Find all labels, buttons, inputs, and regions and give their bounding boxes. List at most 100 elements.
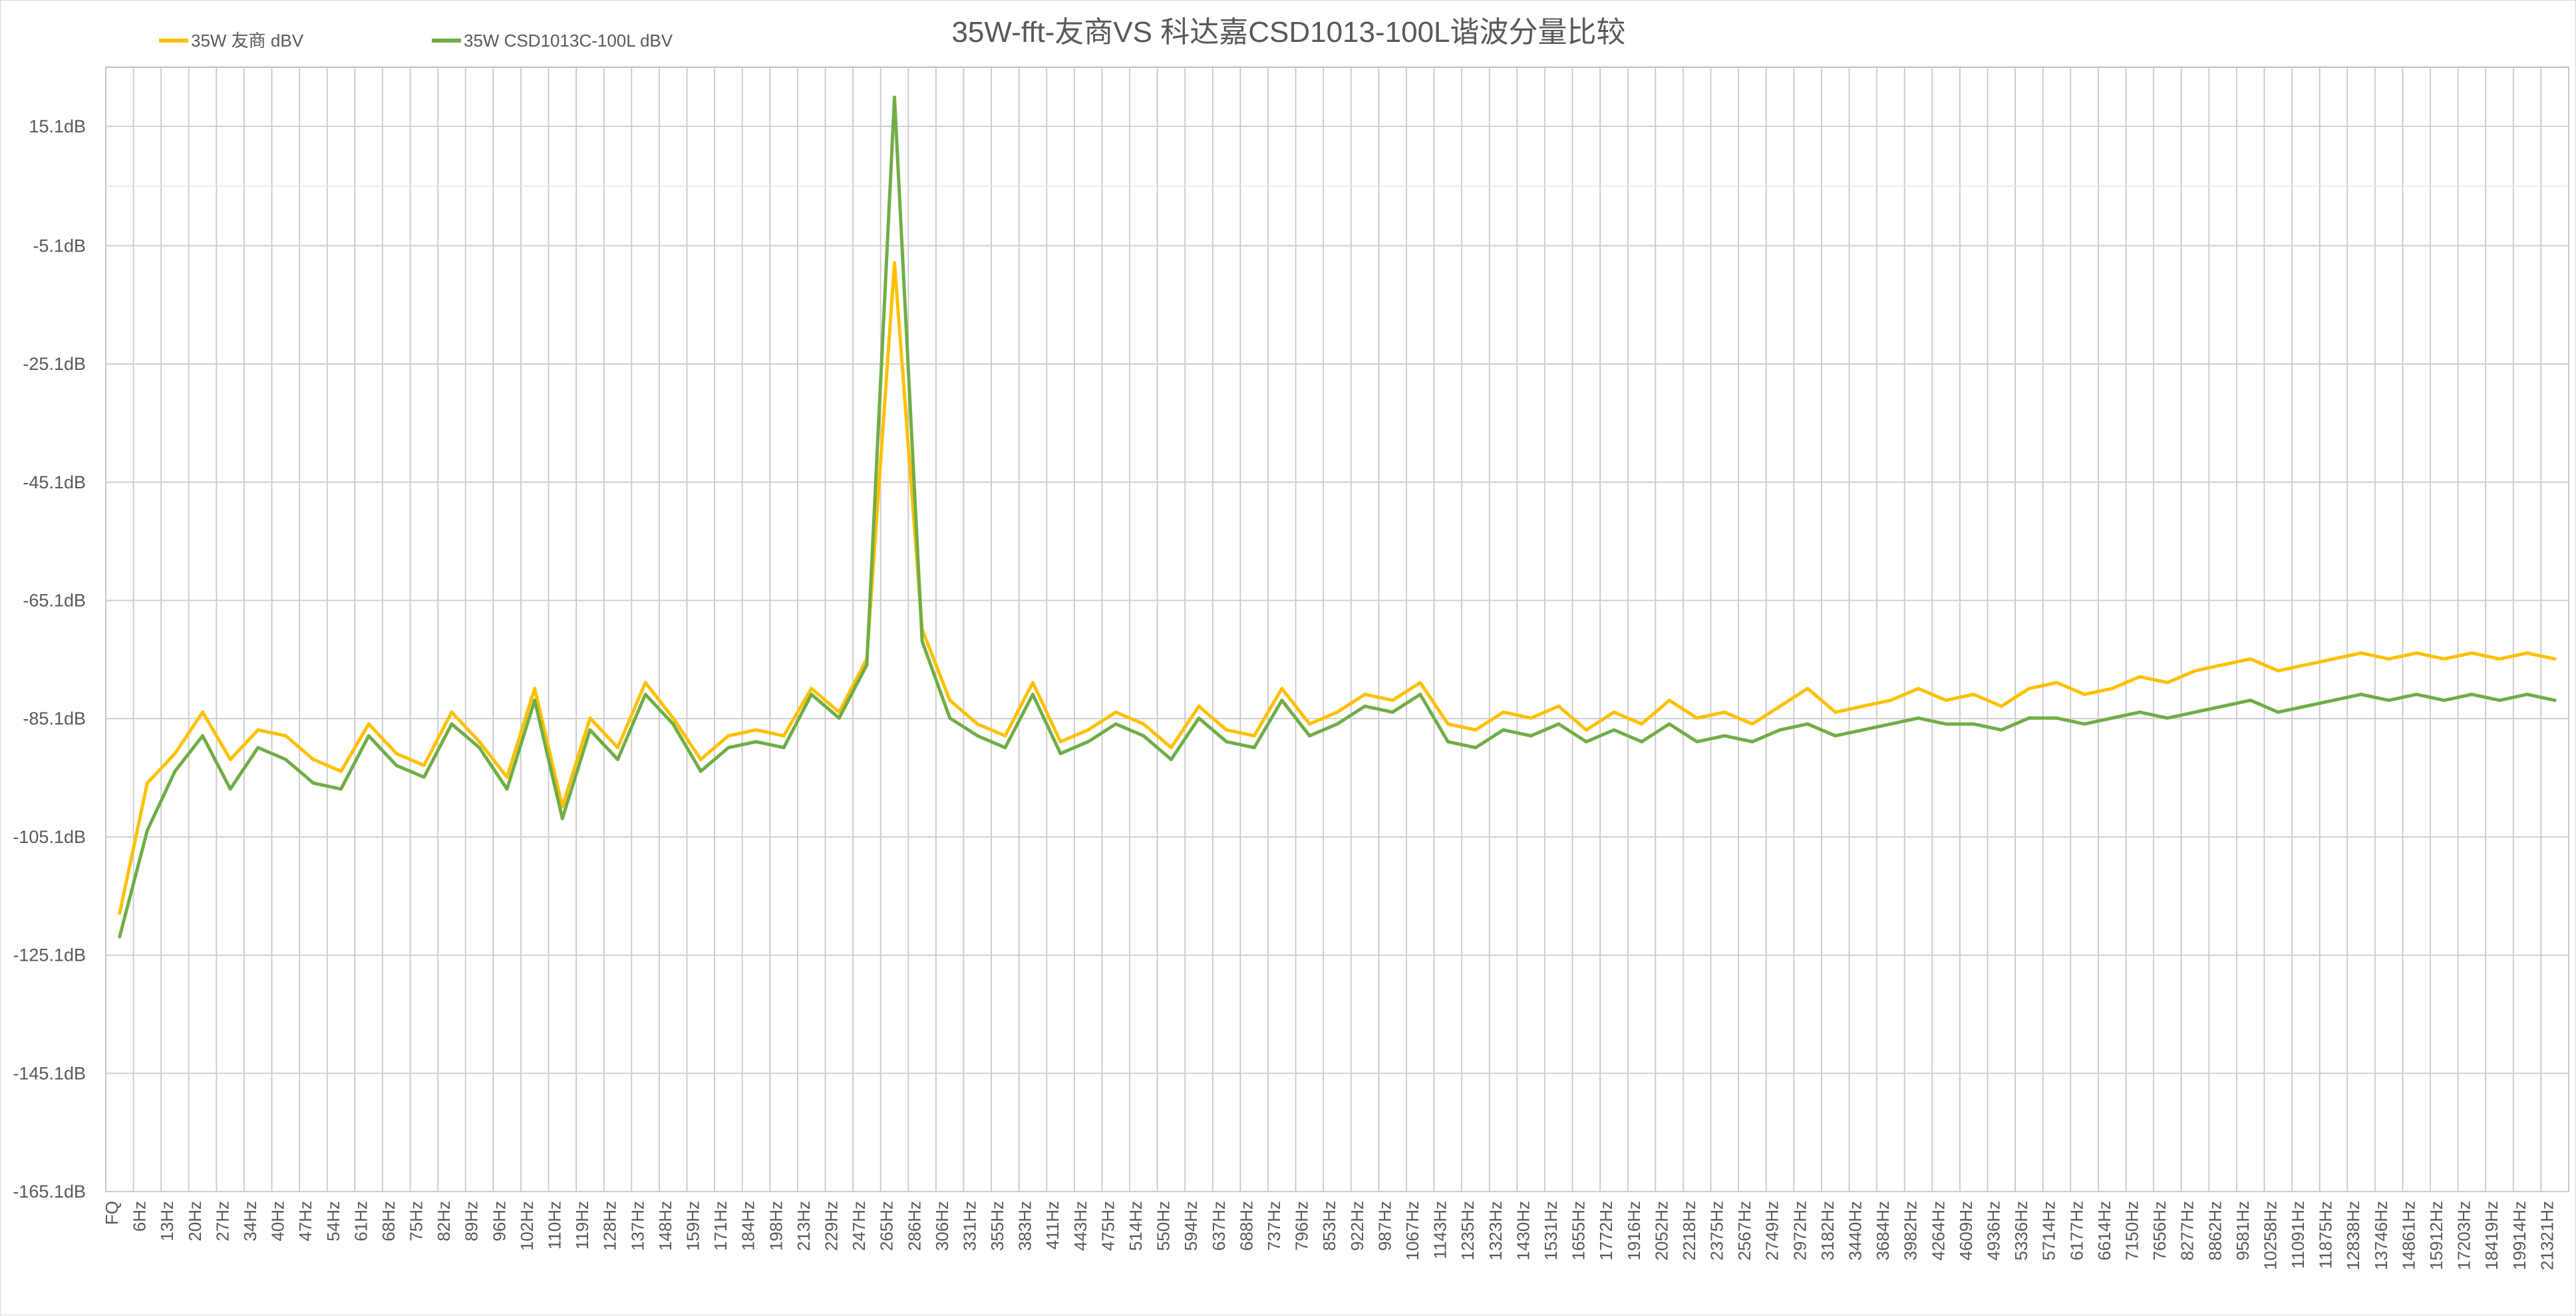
x-tick-label: 13Hz	[157, 1201, 177, 1241]
series-0-point	[145, 781, 149, 785]
x-tick-label: 306Hz	[932, 1201, 952, 1251]
series-1-point	[1584, 740, 1588, 744]
x-tick-label: 47Hz	[295, 1201, 315, 1241]
series-0-point	[395, 752, 399, 756]
x-tick-label: 637Hz	[1209, 1201, 1229, 1251]
series-1-point	[1335, 722, 1339, 726]
x-tick-label: 922Hz	[1347, 1201, 1367, 1251]
series-1-point	[1252, 746, 1256, 750]
series-1-point	[1834, 734, 1838, 738]
legend: 35W 友商 dBV 35W CSD1013C-100L dBV	[159, 31, 673, 51]
series-0-point	[1169, 746, 1173, 750]
series-0-point	[1972, 693, 1976, 697]
x-tick-label: 10258Hz	[2260, 1201, 2280, 1270]
series-0-point	[1667, 699, 1671, 703]
series-0-point	[1999, 705, 2003, 708]
x-tick-label: 8862Hz	[2205, 1201, 2225, 1261]
x-tick-label: 1655Hz	[1569, 1201, 1589, 1261]
series-0-point	[1557, 705, 1561, 708]
series-1-point	[201, 734, 205, 738]
series-1-point	[2553, 699, 2557, 703]
series-0-point	[1058, 740, 1062, 744]
x-tick-label: 514Hz	[1126, 1201, 1146, 1251]
series-1-point	[422, 775, 426, 779]
series-0-point	[1031, 681, 1035, 685]
series-1-point	[1003, 746, 1007, 750]
series-1-point	[118, 935, 122, 939]
x-tick-label: 2972Hz	[1790, 1201, 1810, 1261]
series-0-point	[2110, 687, 2114, 691]
series-1-point	[1972, 722, 1976, 726]
series-line-1	[118, 95, 2555, 937]
x-tick-label: 853Hz	[1319, 1201, 1339, 1251]
series-0-point	[1612, 710, 1616, 714]
series-0-point	[1280, 687, 1284, 691]
series-1-point	[367, 734, 371, 738]
series-1-point	[2027, 716, 2031, 720]
x-tick-label: 21321Hz	[2537, 1201, 2557, 1270]
x-tick-label: 475Hz	[1098, 1201, 1118, 1251]
series-1-point	[1031, 693, 1035, 697]
series-0-point	[1778, 705, 1782, 708]
y-tick-label: -125.1dB	[13, 945, 86, 965]
series-0-point	[2055, 681, 2058, 685]
series-1-point	[1695, 740, 1699, 744]
x-tick-label: 5336Hz	[2011, 1201, 2031, 1261]
y-tick-label: -45.1dB	[23, 472, 86, 492]
series-1-point	[1999, 728, 2003, 732]
series-1-point	[2359, 693, 2363, 697]
series-0-point	[228, 758, 232, 761]
series-0-point	[2166, 681, 2170, 685]
y-tick-label: -5.1dB	[33, 236, 86, 255]
x-tick-label: 89Hz	[462, 1201, 482, 1241]
x-tick-label: 2375Hz	[1707, 1201, 1727, 1261]
series-1-point	[1086, 740, 1090, 744]
series-1-point	[2497, 699, 2501, 703]
x-tick-label: 2567Hz	[1734, 1201, 1754, 1261]
series-0-point	[1363, 693, 1367, 697]
series-0-point	[560, 805, 564, 809]
series-0-point	[2221, 663, 2225, 667]
y-tick-label: -105.1dB	[13, 827, 86, 847]
series-1-point	[726, 746, 730, 750]
series-1-point	[478, 746, 481, 750]
y-tick-label: -65.1dB	[23, 590, 86, 610]
series-1-point	[1418, 693, 1422, 697]
series-1-point	[1722, 734, 1726, 738]
x-tick-label: 1143Hz	[1430, 1201, 1450, 1259]
series-0-point	[1722, 710, 1726, 714]
series-0-point	[1917, 687, 1920, 691]
series-0-point	[588, 716, 592, 720]
series-1-point	[2470, 693, 2474, 697]
series-1-point	[1640, 740, 1644, 744]
series-1-point	[2082, 722, 2086, 726]
series-0-point	[201, 710, 205, 714]
series-0-point	[948, 699, 952, 703]
series-1-point	[948, 716, 952, 720]
series-0-point	[1114, 710, 1118, 714]
series-1-point	[1806, 722, 1810, 726]
series-0-point	[2359, 651, 2363, 655]
x-tick-label: 1067Hz	[1402, 1201, 1422, 1261]
series-1-point	[1114, 722, 1118, 726]
series-1-point	[1917, 716, 1920, 720]
series-1-point	[145, 828, 149, 832]
series-0-point	[1142, 722, 1146, 726]
x-tick-label: 15912Hz	[2426, 1201, 2446, 1270]
series-1-point	[2055, 716, 2058, 720]
x-tick-label: 247Hz	[849, 1201, 869, 1251]
x-tick-label: 14861Hz	[2398, 1201, 2418, 1270]
y-tick-label: -85.1dB	[23, 709, 86, 729]
series-0-point	[1834, 710, 1838, 714]
x-tick-label: 68Hz	[379, 1201, 399, 1241]
x-tick-label: 3182Hz	[1818, 1201, 1838, 1261]
series-0-point	[699, 758, 703, 761]
series-0-point	[1529, 716, 1533, 720]
series-0-point	[1335, 710, 1339, 714]
x-tick-label: 171Hz	[711, 1201, 730, 1251]
series-0-point	[2442, 657, 2446, 661]
series-0-point	[173, 752, 177, 756]
series-1-point	[588, 728, 592, 732]
x-tick-label: 2052Hz	[1651, 1201, 1671, 1261]
